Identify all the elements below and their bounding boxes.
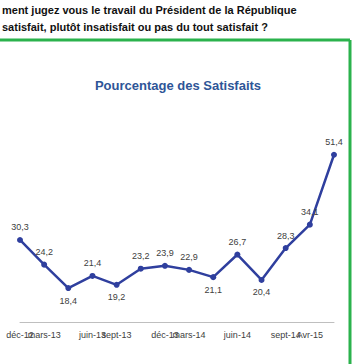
svg-text:déc-13: déc-13	[151, 329, 179, 340]
svg-text:21,1: 21,1	[204, 285, 222, 295]
svg-text:18,4: 18,4	[60, 296, 78, 306]
svg-text:Pourcentage des Satisfaits: Pourcentage des Satisfaits	[95, 78, 261, 93]
svg-text:Avr-15: Avr-15	[297, 330, 323, 340]
svg-text:satisfait, plutôt insatisfait: satisfait, plutôt insatisfait ou pas du …	[2, 21, 268, 33]
svg-text:34,1: 34,1	[301, 207, 319, 217]
svg-text:26,7: 26,7	[229, 237, 247, 247]
svg-text:déc-12: déc-12	[6, 329, 34, 340]
svg-text:sept-14: sept-14	[270, 329, 301, 340]
svg-text:23,2: 23,2	[132, 251, 150, 261]
svg-text:22,9: 22,9	[180, 252, 198, 262]
svg-text:juin-13: juin-13	[78, 329, 106, 340]
svg-text:24,2: 24,2	[35, 247, 53, 257]
svg-text:20,4: 20,4	[253, 287, 271, 297]
svg-text:19,2: 19,2	[108, 292, 126, 302]
svg-text:sept-13: sept-13	[102, 330, 132, 340]
svg-text:mars-14: mars-14	[173, 330, 206, 340]
svg-text:23,9: 23,9	[156, 248, 174, 258]
svg-text:28,3: 28,3	[277, 231, 295, 241]
svg-text:51,4: 51,4	[325, 137, 343, 147]
svg-text:21,4: 21,4	[84, 258, 102, 268]
svg-text:mars-13: mars-13	[28, 330, 61, 340]
svg-text:ment jugez vous le travail du: ment jugez vous le travail du Président …	[2, 4, 297, 16]
svg-text:juin-14: juin-14	[223, 330, 251, 340]
svg-text:30,3: 30,3	[11, 222, 29, 232]
